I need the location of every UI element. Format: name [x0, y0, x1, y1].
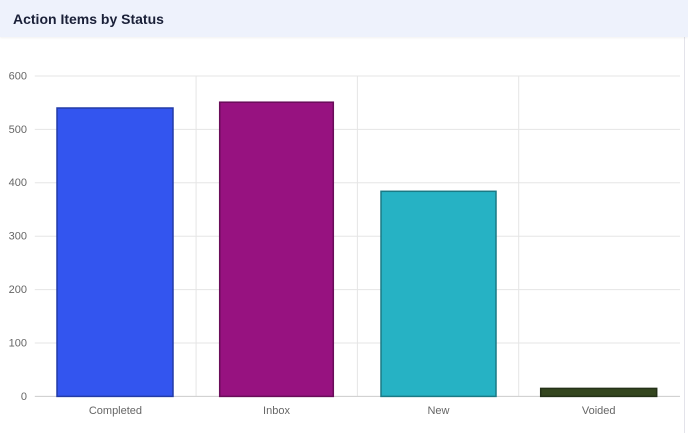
svg-text:400: 400 — [9, 177, 27, 189]
svg-text:Inbox: Inbox — [263, 405, 290, 417]
svg-text:Completed: Completed — [89, 405, 142, 417]
svg-text:New: New — [427, 405, 449, 417]
svg-text:100: 100 — [9, 338, 27, 350]
svg-text:200: 200 — [9, 284, 27, 296]
svg-text:300: 300 — [9, 231, 27, 243]
svg-text:0: 0 — [21, 391, 27, 403]
svg-text:Voided: Voided — [582, 405, 616, 417]
svg-text:600: 600 — [9, 71, 27, 83]
svg-text:500: 500 — [9, 124, 27, 136]
